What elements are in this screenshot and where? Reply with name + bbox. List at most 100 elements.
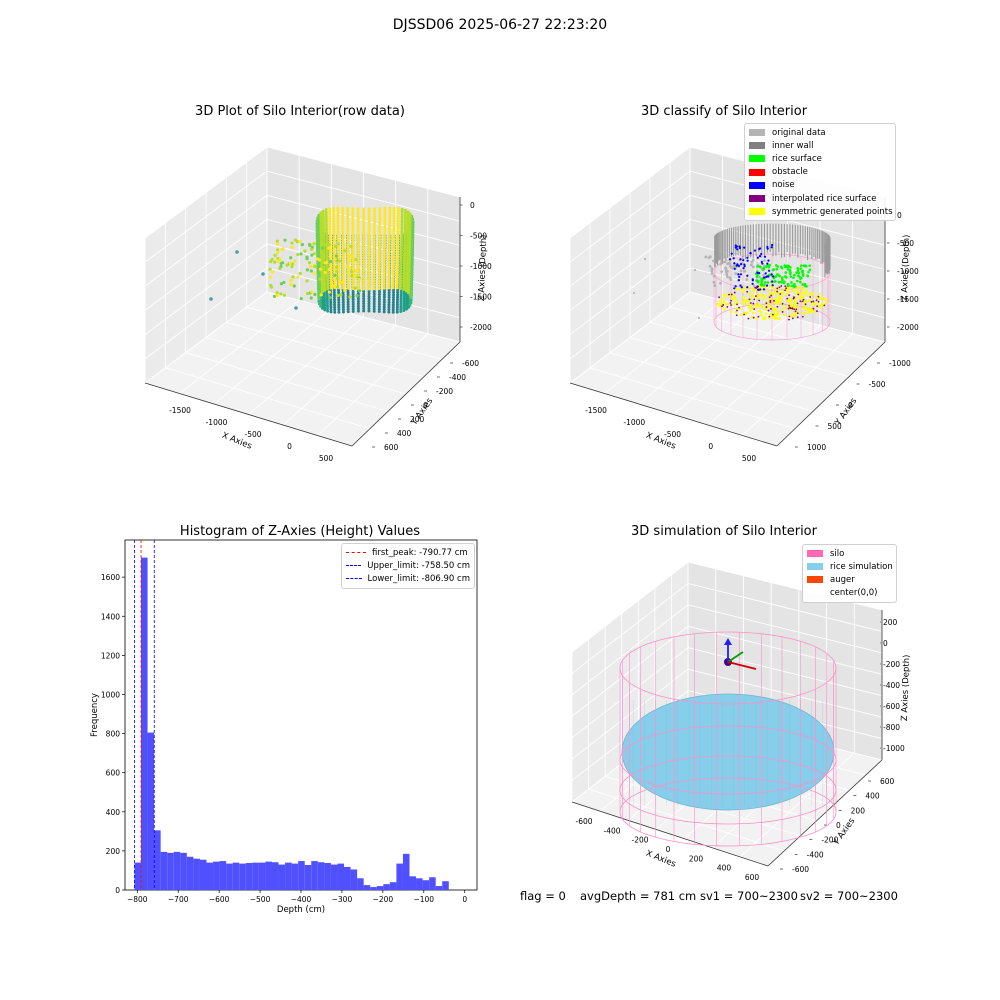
raw-data-point — [351, 251, 355, 255]
raw-data-point — [333, 244, 338, 248]
sim-axis-arrow-x — [727, 661, 757, 670]
raw-data-point — [377, 305, 381, 309]
raw-data-point — [392, 209, 396, 213]
raw-data-point — [392, 263, 396, 267]
cls-original-point — [762, 259, 766, 263]
raw-data-point — [407, 305, 411, 309]
cls-symmetric-point — [789, 314, 793, 317]
sim-grid-line — [687, 582, 883, 632]
raw-data-point — [367, 246, 371, 250]
raw-data-point — [396, 227, 400, 231]
raw-data-point — [355, 294, 359, 298]
raw-data-point — [351, 217, 355, 221]
raw-data-point — [395, 300, 399, 304]
cls-interpolated-point — [809, 296, 812, 298]
cls-symmetric-point — [782, 307, 786, 310]
cls-noise-point — [743, 246, 746, 249]
cls-rice-surface-point — [756, 280, 760, 284]
raw-data-point — [278, 258, 282, 262]
raw-data-point — [403, 244, 407, 248]
raw-data-point — [367, 243, 371, 247]
raw-panel-title: 3D Plot of Silo Interior(row data) — [195, 104, 405, 119]
cls-original-point — [743, 269, 747, 273]
raw-data-point — [351, 307, 355, 311]
raw-data-point — [392, 247, 396, 251]
raw-data-point — [319, 293, 323, 297]
cls-symmetric-point — [735, 301, 739, 305]
raw-data-point — [333, 303, 337, 307]
raw-data-point — [367, 269, 371, 273]
cls-original-point — [726, 262, 729, 266]
sim-z-tick-label: -600 — [883, 702, 900, 711]
raw-data-point — [309, 269, 314, 273]
cls-interpolated-point — [816, 305, 819, 308]
cls-interpolated-point — [810, 300, 813, 303]
raw-data-point — [362, 261, 366, 265]
cls-interpolated-point — [791, 307, 794, 310]
raw-data-point — [328, 220, 332, 224]
cls-noise-point — [761, 262, 764, 265]
raw-data-point — [336, 219, 340, 223]
raw-data-point — [367, 289, 371, 293]
raw-data-point — [372, 271, 376, 275]
cls-x-tick-label: 500 — [742, 454, 757, 463]
raw-data-point — [351, 214, 355, 218]
raw-y-tick-label: 200 — [410, 415, 425, 424]
simulation-legend-swatch — [807, 550, 823, 558]
cls-original-point — [724, 270, 728, 274]
raw-data-point — [341, 276, 345, 280]
raw-data-point — [299, 297, 303, 301]
histogram-legend-swatch — [346, 552, 366, 554]
cls-symmetric-point — [802, 291, 805, 295]
raw-data-point — [399, 258, 403, 262]
raw-y-tick-label: -400 — [449, 373, 466, 382]
raw-data-point — [399, 307, 403, 311]
raw-data-point — [362, 228, 366, 232]
raw-data-point — [400, 246, 404, 250]
cls-interpolated-point — [788, 315, 791, 318]
histogram-legend: first_peak: -790.77 cm Upper_limit: -758.… — [341, 543, 475, 589]
raw-data-point — [326, 307, 330, 311]
raw-data-point — [332, 237, 336, 241]
raw-data-point — [356, 212, 360, 216]
raw-data-point — [395, 278, 399, 282]
sim-x-axis-label: X Axies — [644, 849, 677, 870]
raw-data-point — [382, 295, 386, 299]
raw-data-point — [285, 263, 289, 267]
raw-data-point — [391, 281, 395, 285]
cls-rice-surface-point — [778, 274, 781, 278]
raw-data-point — [378, 214, 382, 218]
raw-data-point — [341, 260, 345, 264]
cls-interpolated-point — [786, 297, 789, 300]
histogram-axes: −800 −700 −600 −500 −400 −300 −200 −100 0 0 200 400… — [90, 539, 478, 915]
raw-data-point — [405, 253, 409, 257]
raw-data-point — [346, 279, 350, 283]
simulation-legend-swatch — [807, 590, 823, 597]
cls-symmetric-point — [810, 292, 814, 296]
raw-data-point — [378, 245, 382, 249]
cls-rice-surface-point — [786, 265, 789, 269]
raw-data-point — [403, 252, 407, 256]
raw-data-point — [396, 214, 400, 218]
raw-data-point — [332, 227, 336, 231]
raw-data-point — [320, 272, 324, 276]
raw-data-point — [356, 256, 360, 260]
histogram-bar — [422, 880, 430, 890]
raw-data-point — [399, 286, 403, 290]
sim-grid-line — [588, 788, 785, 852]
classify-legend-item: noise — [749, 179, 891, 192]
raw-data-point — [391, 273, 395, 277]
raw-data-point — [367, 233, 371, 237]
raw-data-point — [341, 268, 345, 272]
classify-legend-swatch — [749, 208, 765, 216]
raw-data-point — [336, 242, 340, 246]
raw-data-point — [382, 286, 386, 290]
cls-symmetric-point — [786, 290, 790, 294]
classify-legend-item: interpolated rice surface — [749, 192, 891, 205]
cls-rice-surface-point — [777, 280, 781, 284]
raw-data-point — [326, 287, 330, 291]
cls-rice-surface-point — [767, 265, 771, 269]
raw-z-tick-label: -1000 — [470, 262, 492, 271]
raw-data-point — [356, 225, 360, 229]
raw-data-point — [392, 258, 396, 262]
